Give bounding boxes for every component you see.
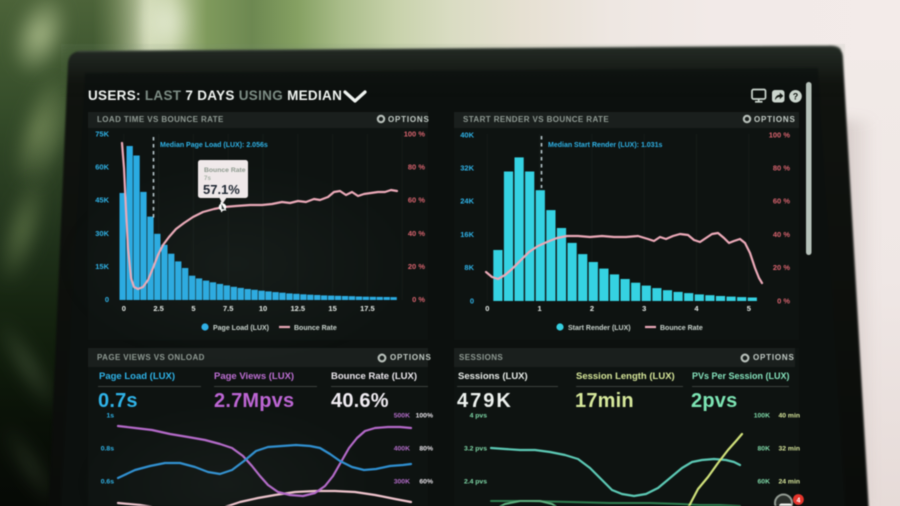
svg-text:40.6%: 40.6%	[331, 390, 389, 412]
svg-text:3: 3	[642, 304, 646, 313]
svg-text:2.4 pvs: 2.4 pvs	[464, 479, 487, 486]
svg-text:60K: 60K	[95, 163, 109, 172]
svg-text:0 %: 0 %	[412, 295, 425, 304]
svg-text:60%: 60%	[419, 479, 433, 486]
svg-text:32K: 32K	[460, 164, 474, 173]
svg-text:8K: 8K	[464, 263, 474, 272]
svg-text:Bounce Rate: Bounce Rate	[204, 167, 246, 174]
svg-text:5: 5	[191, 304, 195, 313]
svg-text:75K: 75K	[95, 130, 109, 139]
svg-text:0: 0	[485, 304, 489, 313]
svg-text:Page Load (LUX): Page Load (LUX)	[213, 325, 269, 332]
svg-text:12.5: 12.5	[290, 304, 305, 313]
svg-text:0.8s: 0.8s	[101, 446, 114, 453]
svg-text:4 pvs: 4 pvs	[470, 413, 488, 420]
svg-text:Bounce Rate: Bounce Rate	[660, 325, 703, 332]
svg-text:40K: 40K	[460, 130, 474, 139]
svg-text:Page Views (LUX): Page Views (LUX)	[214, 371, 294, 382]
svg-text:16K: 16K	[460, 230, 474, 239]
svg-text:20 %: 20 %	[408, 262, 425, 271]
svg-text:2.5: 2.5	[153, 304, 163, 313]
svg-text:Sessions (LUX): Sessions (LUX)	[458, 371, 528, 382]
svg-text:Page Load (LUX): Page Load (LUX)	[99, 371, 175, 382]
svg-text:479K: 479K	[457, 390, 513, 412]
svg-text:80 %: 80 %	[408, 163, 425, 172]
svg-text:45K: 45K	[95, 196, 109, 205]
svg-text:Session Length (LUX): Session Length (LUX)	[576, 371, 675, 382]
svg-text:2.7Mpvs: 2.7Mpvs	[214, 390, 294, 412]
svg-text:40 min: 40 min	[778, 413, 800, 420]
svg-text:17.5: 17.5	[360, 304, 375, 313]
svg-text:60 %: 60 %	[773, 197, 790, 206]
svg-text:0.6s: 0.6s	[101, 479, 114, 486]
svg-text:40 %: 40 %	[773, 230, 790, 239]
svg-text:500K: 500K	[394, 413, 410, 420]
svg-text:7.5: 7.5	[223, 304, 233, 313]
svg-text:10: 10	[259, 304, 267, 313]
svg-text:4: 4	[796, 497, 800, 504]
svg-text:24 min: 24 min	[778, 479, 800, 486]
svg-text:60 %: 60 %	[408, 196, 425, 205]
svg-text:Bounce Rate (LUX): Bounce Rate (LUX)	[331, 371, 417, 382]
svg-text:5: 5	[747, 304, 751, 313]
svg-text:15K: 15K	[95, 262, 109, 271]
svg-text:100K: 100K	[754, 413, 770, 420]
svg-text:0 %: 0 %	[777, 296, 790, 305]
svg-text:Median Start Render (LUX): 1.0: Median Start Render (LUX): 1.031s	[548, 142, 662, 149]
svg-text:PVs Per Session (LUX): PVs Per Session (LUX)	[692, 371, 790, 381]
svg-text:Median Page Load (LUX): 2.056s: Median Page Load (LUX): 2.056s	[160, 142, 268, 149]
svg-text:2pvs: 2pvs	[691, 390, 737, 412]
svg-text:80%: 80%	[419, 446, 433, 453]
svg-text:300K: 300K	[394, 479, 410, 486]
svg-text:15: 15	[328, 304, 336, 313]
svg-text:80K: 80K	[758, 446, 771, 453]
svg-text:24K: 24K	[460, 197, 474, 206]
svg-text:3.2 pvs: 3.2 pvs	[464, 446, 487, 453]
svg-text:40 %: 40 %	[408, 229, 425, 238]
svg-text:20 %: 20 %	[773, 263, 790, 272]
svg-text:0: 0	[470, 296, 474, 305]
svg-text:100 %: 100 %	[404, 130, 426, 139]
svg-text:60K: 60K	[758, 479, 771, 486]
svg-text:80 %: 80 %	[773, 164, 790, 173]
svg-text:Bounce Rate: Bounce Rate	[294, 325, 337, 332]
svg-text:?: ?	[793, 92, 799, 102]
svg-text:17min: 17min	[575, 390, 634, 412]
svg-text:1: 1	[538, 304, 542, 313]
svg-text:100%: 100%	[416, 413, 433, 420]
svg-text:7s: 7s	[204, 175, 211, 182]
svg-text:1s: 1s	[106, 413, 114, 420]
svg-text:100 %: 100 %	[769, 130, 791, 139]
svg-text:400K: 400K	[394, 446, 410, 453]
svg-text:57.1%: 57.1%	[203, 182, 240, 197]
svg-text:0: 0	[122, 304, 126, 313]
svg-text:4: 4	[694, 304, 699, 313]
svg-text:0: 0	[105, 295, 109, 304]
svg-text:2: 2	[590, 304, 594, 313]
svg-text:0.7s: 0.7s	[98, 390, 138, 412]
svg-text:30K: 30K	[95, 229, 109, 238]
svg-text:Start Render (LUX): Start Render (LUX)	[568, 325, 631, 332]
svg-text:32 min: 32 min	[778, 446, 800, 453]
